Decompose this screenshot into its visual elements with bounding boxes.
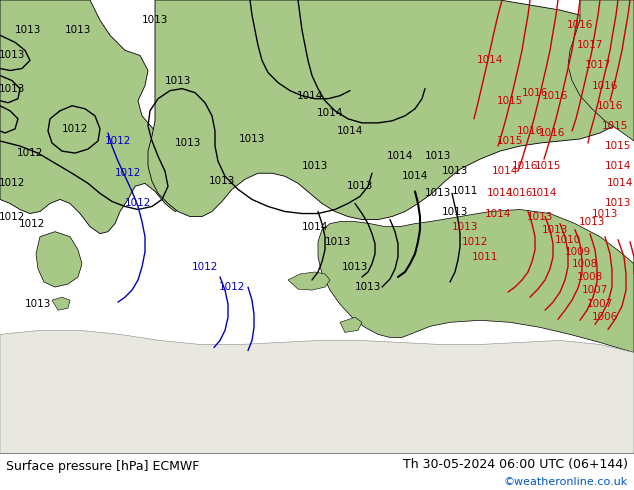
Text: 1013: 1013 <box>165 75 191 86</box>
Polygon shape <box>36 232 82 287</box>
Text: 1016: 1016 <box>522 88 548 98</box>
Text: 1014: 1014 <box>531 188 557 198</box>
Text: 1007: 1007 <box>582 285 608 295</box>
Polygon shape <box>0 330 634 453</box>
Text: 1013: 1013 <box>25 299 51 309</box>
Text: 1012: 1012 <box>0 178 25 188</box>
Text: ©weatheronline.co.uk: ©weatheronline.co.uk <box>503 477 628 487</box>
Text: 1008: 1008 <box>572 259 598 269</box>
Text: 1013: 1013 <box>579 217 605 226</box>
Text: 1013: 1013 <box>302 161 328 171</box>
Text: 1012: 1012 <box>462 237 488 247</box>
Polygon shape <box>52 297 70 310</box>
Text: 1016: 1016 <box>592 81 618 91</box>
Text: 1012: 1012 <box>125 198 151 208</box>
Text: Surface pressure [hPa] ECMWF: Surface pressure [hPa] ECMWF <box>6 460 200 473</box>
Text: 1007: 1007 <box>587 299 613 309</box>
Text: 1012: 1012 <box>17 148 43 158</box>
Text: Th 30-05-2024 06:00 UTC (06+144): Th 30-05-2024 06:00 UTC (06+144) <box>403 458 628 471</box>
Text: 1013: 1013 <box>542 224 568 235</box>
Text: 1015: 1015 <box>497 96 523 106</box>
Text: 1014: 1014 <box>477 55 503 66</box>
Polygon shape <box>568 0 634 141</box>
Text: 1013: 1013 <box>355 282 381 292</box>
Text: 1014: 1014 <box>317 108 343 118</box>
Text: 1012: 1012 <box>0 212 25 221</box>
Text: 1014: 1014 <box>387 151 413 161</box>
Text: 1014: 1014 <box>402 172 428 181</box>
Text: 1016: 1016 <box>542 91 568 100</box>
Text: 1008: 1008 <box>577 272 603 282</box>
Text: 1013: 1013 <box>239 134 265 144</box>
Text: 1013: 1013 <box>425 151 451 161</box>
Polygon shape <box>318 210 634 352</box>
Text: 1013: 1013 <box>452 221 478 232</box>
Text: 1013: 1013 <box>592 209 618 219</box>
Text: 1013: 1013 <box>0 84 25 94</box>
Text: 1013: 1013 <box>175 138 201 148</box>
Text: 1013: 1013 <box>142 15 168 25</box>
Text: 1011: 1011 <box>452 186 478 196</box>
Text: 1015: 1015 <box>535 161 561 171</box>
Polygon shape <box>340 318 362 332</box>
Text: 1013: 1013 <box>209 176 235 186</box>
Text: 1006: 1006 <box>592 312 618 322</box>
Text: 1014: 1014 <box>605 161 631 171</box>
Text: 1012: 1012 <box>192 262 218 272</box>
Text: 1012: 1012 <box>19 219 45 229</box>
Text: 1013: 1013 <box>442 206 468 217</box>
Text: 1015: 1015 <box>602 121 628 131</box>
Text: 1014: 1014 <box>297 91 323 100</box>
Text: 1014: 1014 <box>607 178 633 188</box>
Text: 1013: 1013 <box>605 198 631 208</box>
Text: 1013: 1013 <box>442 166 468 176</box>
Text: 1013: 1013 <box>325 237 351 247</box>
Text: 1014: 1014 <box>302 221 328 232</box>
Polygon shape <box>0 0 200 234</box>
Text: 1016: 1016 <box>539 128 565 138</box>
Text: 1013: 1013 <box>425 188 451 198</box>
Text: 1012: 1012 <box>61 124 88 134</box>
Text: 1010: 1010 <box>555 235 581 245</box>
Polygon shape <box>288 272 330 290</box>
Text: 1016: 1016 <box>517 126 543 136</box>
Text: 1013: 1013 <box>0 50 25 60</box>
Text: 1014: 1014 <box>337 126 363 136</box>
Text: 1017: 1017 <box>577 40 603 50</box>
Text: 1013: 1013 <box>342 262 368 272</box>
Text: 1012: 1012 <box>115 168 141 178</box>
Text: 1013: 1013 <box>347 181 373 191</box>
Text: 1014: 1014 <box>485 209 511 219</box>
Text: 1013: 1013 <box>527 212 553 221</box>
Text: 1012: 1012 <box>105 136 131 146</box>
Text: 1016: 1016 <box>567 20 593 30</box>
Text: 1016: 1016 <box>507 188 533 198</box>
Text: 1011: 1011 <box>472 252 498 262</box>
Text: 1013: 1013 <box>65 25 91 35</box>
Text: 1017: 1017 <box>585 60 611 71</box>
Text: 1012: 1012 <box>219 282 245 292</box>
Text: 1013: 1013 <box>15 25 41 35</box>
Text: 1014: 1014 <box>492 166 518 176</box>
Text: 1014: 1014 <box>487 188 513 198</box>
Text: 1016: 1016 <box>512 161 538 171</box>
Text: 1009: 1009 <box>565 247 591 257</box>
Text: 1015: 1015 <box>497 136 523 146</box>
Polygon shape <box>148 0 634 220</box>
Text: 1016: 1016 <box>597 101 623 111</box>
Text: 1015: 1015 <box>605 141 631 151</box>
